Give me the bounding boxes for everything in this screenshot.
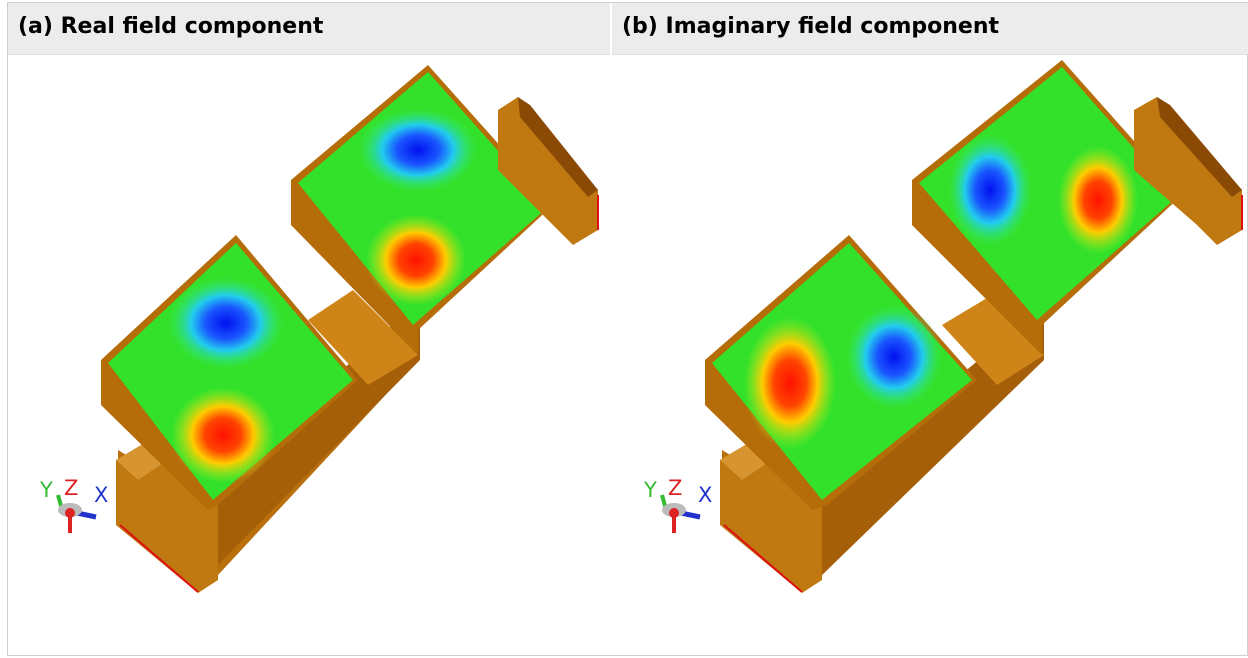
axis-label-y: Y [643, 478, 657, 502]
axis-label-y: Y [39, 478, 53, 502]
field-max-right [366, 214, 466, 306]
axis-label-z: Z [64, 476, 78, 500]
axis-label-z: Z [668, 476, 682, 500]
axis-label-x: X [94, 483, 108, 507]
panel-imaginary-field: (b) Imaginary field component [612, 3, 1248, 655]
panel-title: (b) Imaginary field component [622, 14, 999, 39]
panel-title: (a) Real field component [18, 14, 323, 39]
panel-real-field: (a) Real field component [8, 3, 610, 655]
field-plot-imaginary: Y Z X [612, 55, 1248, 655]
field-max-left [744, 317, 836, 449]
axes-triad: Y Z X [39, 476, 108, 533]
axis-label-x: X [698, 483, 712, 507]
axes-triad: Y Z X [643, 476, 712, 533]
panel-header: (a) Real field component [8, 3, 610, 55]
panel-header: (b) Imaginary field component [612, 3, 1248, 55]
field-max-left [171, 387, 275, 483]
field-min-left [846, 305, 942, 409]
field-min-left [168, 277, 284, 369]
field-min-right [358, 108, 478, 192]
field-plot-real: Y Z X [8, 55, 610, 655]
field-min-right [948, 134, 1032, 246]
field-max-right [1058, 146, 1138, 254]
